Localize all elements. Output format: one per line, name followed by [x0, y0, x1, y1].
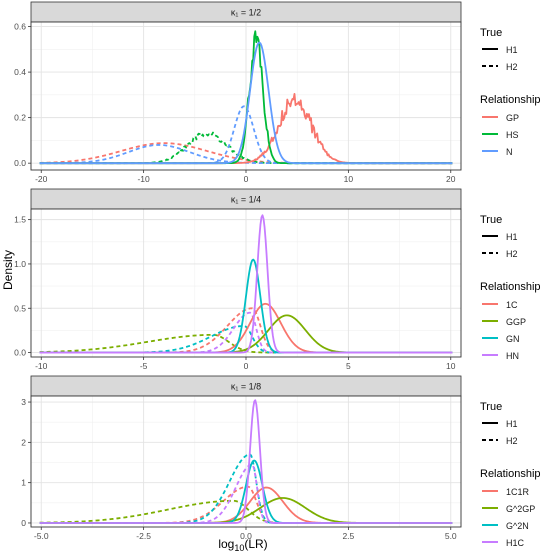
series-gn-h2	[39, 325, 453, 354]
x-tick-label: 5	[346, 361, 351, 371]
panel-border	[30, 395, 462, 528]
x-tick-label: 5.0	[445, 531, 457, 541]
legend: True H1 H2 Relationship 1C GGP GN HN	[480, 214, 541, 361]
x-tick-label: 10	[344, 174, 354, 184]
legend-label-gn: GN	[506, 334, 520, 344]
y-axis-title: Density	[1, 250, 15, 290]
legend-label-h1c: H1C	[506, 538, 525, 548]
legend-title-true: True	[480, 401, 502, 413]
y-tick-label: 0.4	[14, 67, 26, 77]
series-hn-h1	[39, 214, 453, 354]
legend-label-g-2n: G^2N	[506, 521, 529, 531]
legend-label-h2: H2	[506, 62, 518, 72]
panel-2: κ₁ = 1/4 0.0 0.5 1.0 1.5 -10 -5 0 5 10 True H1 H2 Rel…	[14, 188, 541, 371]
y-tick-label: 1	[21, 478, 26, 488]
series-n-h1	[39, 41, 453, 165]
panel-title: κ₁ = 1/2	[231, 8, 261, 18]
legend-title-true: True	[480, 27, 502, 39]
x-tick-label: 20	[446, 174, 456, 184]
panel-title: κ₁ = 1/4	[231, 195, 261, 205]
y-tick-label: 3	[21, 397, 26, 407]
legend-label-n: N	[506, 147, 513, 157]
series-lines	[39, 214, 453, 354]
series-g-2n-h2	[39, 453, 453, 524]
x-tick-label: -5	[140, 361, 148, 371]
x-tick-label: 10	[446, 361, 456, 371]
legend-label-gp: GP	[506, 113, 519, 123]
y-tick-label: 2	[21, 437, 26, 447]
y-tick-label: 0.0	[14, 158, 26, 168]
x-tick-label: -2.5	[136, 531, 151, 541]
series-lines	[39, 399, 453, 524]
x-tick-label: 2.5	[342, 531, 354, 541]
x-tick-label: -5.0	[34, 531, 49, 541]
legend-label-ggp: GGP	[506, 317, 526, 327]
panels: κ₁ = 1/20.00.20.40.6-20 -10 0 10 20TrueH1H2R…	[14, 1, 541, 548]
y-tick-label: 1.0	[14, 259, 26, 269]
panel-3: κ₁ = 1/8 0 1 2 3 -5.0 -2.5 0.0 2.5 5.0 True H1 H2 Rel…	[21, 375, 541, 548]
y-tick-label: 0	[21, 518, 26, 528]
series-h1c-h1	[39, 399, 453, 524]
legend-label-hn: HN	[506, 351, 519, 361]
legend-label-1c1r: 1C1R	[506, 487, 530, 497]
y-tick-label: 0.6	[14, 22, 26, 32]
series-lines	[39, 30, 453, 165]
legend-label-hs: HS	[506, 130, 519, 140]
x-tick-label: 0.0	[240, 531, 252, 541]
legend: True H1 H2 Relationship GP HS N	[480, 27, 541, 157]
panel-border	[30, 21, 462, 171]
x-axis-title: log10(LR)	[218, 537, 267, 553]
legend-title-true: True	[480, 214, 502, 226]
legend-label-h1: H1	[506, 419, 518, 429]
legend-title-relationship: Relationship	[480, 281, 541, 293]
legend-label-1c: 1C	[506, 300, 518, 310]
panel-border	[30, 208, 462, 358]
x-tick-label: 0	[244, 361, 249, 371]
x-tick-label: -10	[35, 361, 48, 371]
legend-label-h1: H1	[506, 232, 518, 242]
panel-1: κ₁ = 1/2 0.0 0.2 0.4 0.6 -20 -10 0 10 20 True H1 H2 R…	[14, 1, 541, 184]
legend-title-relationship: Relationship	[480, 468, 541, 480]
y-tick-label: 0.5	[14, 303, 26, 313]
x-tick-label: 0	[244, 174, 249, 184]
y-tick-label: 1.5	[14, 215, 26, 225]
x-tick-label: -10	[137, 174, 150, 184]
x-tick-label: -20	[35, 174, 48, 184]
y-tick-label: 0.0	[14, 348, 26, 358]
legend-label-g-2gp: G^2GP	[506, 504, 535, 514]
series-gp-h2	[39, 142, 453, 165]
legend: True H1 H2 Relationship 1C1R G^2GP G^2N H1C	[480, 401, 541, 548]
y-tick-label: 0.2	[14, 113, 26, 123]
legend-label-h2: H2	[506, 436, 518, 446]
legend-label-h2: H2	[506, 249, 518, 259]
legend-label-h1: H1	[506, 45, 518, 55]
panel-title: κ₁ = 1/8	[231, 382, 261, 392]
legend-title-relationship: Relationship	[480, 94, 541, 106]
